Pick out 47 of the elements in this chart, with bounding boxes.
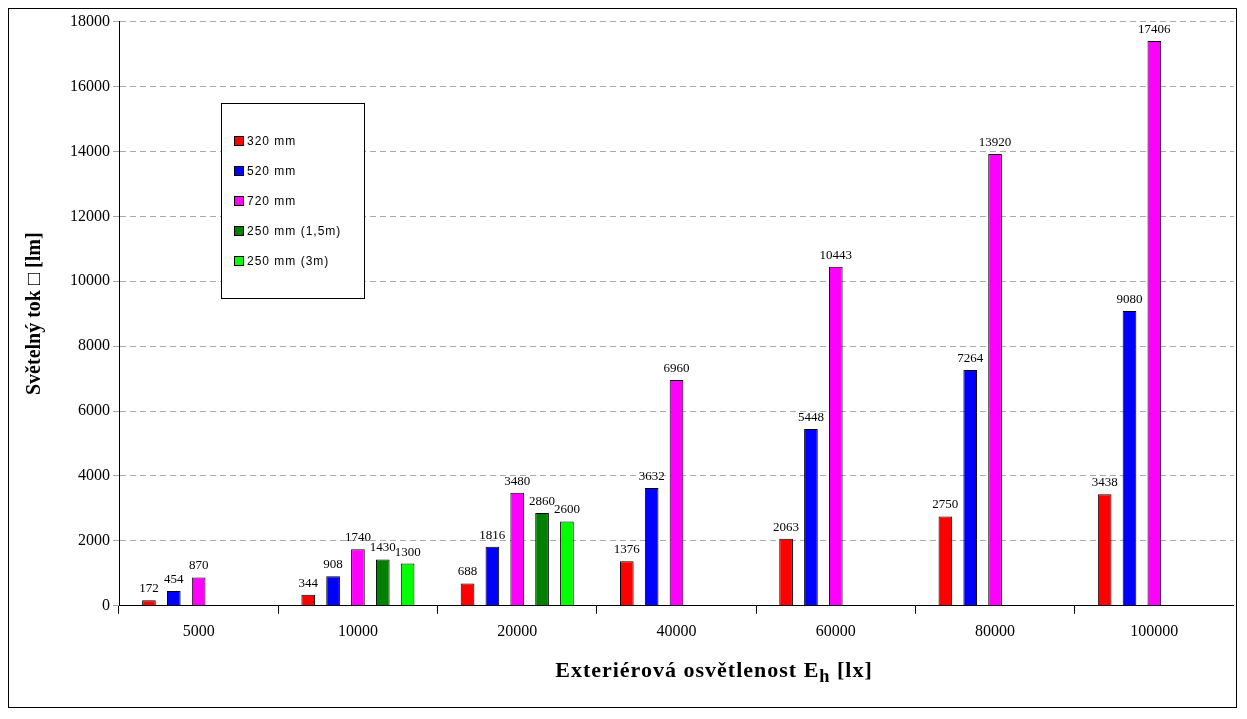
data-label: 6960: [663, 359, 690, 375]
data-label: 172: [139, 580, 159, 596]
y-tick-label: 4000: [78, 466, 110, 484]
data-label: 17406: [1138, 20, 1172, 36]
y-tick-label: 0: [102, 596, 110, 613]
x-tick-label: 5000: [182, 621, 215, 639]
data-label: 1740: [344, 529, 371, 545]
y-tick-label: 2000: [78, 531, 110, 549]
x-tick-label: 80000: [975, 621, 1016, 639]
x-tick-label: 100000: [1130, 621, 1179, 639]
data-label: 2063: [773, 518, 800, 534]
y-tick-label: 6000: [78, 401, 110, 419]
y-tick-label: 8000: [78, 336, 110, 354]
y-tick-label: 14000: [70, 141, 110, 159]
y-tick-label: 12000: [70, 206, 110, 224]
x-tick-label: 60000: [815, 621, 856, 639]
x-axis-title: Exteriérová osvětlenost E$_{h}$ [lx]: [554, 657, 874, 688]
data-label: 1430: [369, 539, 396, 555]
y-tick-label: 16000: [70, 76, 110, 94]
y-axis-title: Světelný tok □ [lm]: [22, 232, 46, 396]
data-label: 870: [188, 557, 209, 573]
data-label: 3480: [504, 472, 531, 488]
y-tick-label: 10000: [70, 271, 110, 289]
legend-label: 320 mm: [247, 134, 297, 148]
data-label: 344: [298, 574, 319, 590]
data-label: 2750: [932, 496, 959, 512]
x-tick-label: 10000: [337, 621, 378, 639]
data-label: 2860: [529, 492, 556, 508]
x-tick-label: 20000: [497, 621, 538, 639]
legend-label: 250 mm (1,5m): [247, 224, 342, 238]
legend-label: 720 mm: [247, 194, 297, 208]
data-label: 5448: [797, 408, 824, 424]
data-label: 7264: [957, 349, 984, 365]
data-label: 454: [164, 570, 185, 586]
data-label: 10443: [819, 246, 853, 262]
data-label: 3438: [1091, 474, 1118, 490]
data-label: 13920: [978, 133, 1012, 149]
x-tick-label: 40000: [656, 621, 697, 639]
y-tick-label: 18000: [70, 11, 110, 29]
data-label: 1376: [613, 541, 641, 557]
legend-label: 250 mm (3m): [247, 254, 330, 268]
data-label: 3632: [638, 467, 665, 483]
legend-label: 520 mm: [247, 164, 297, 178]
data-label: 908: [323, 556, 343, 572]
data-label: 1816: [479, 526, 506, 542]
data-label: 9080: [1116, 291, 1143, 307]
data-label: 688: [457, 563, 478, 579]
